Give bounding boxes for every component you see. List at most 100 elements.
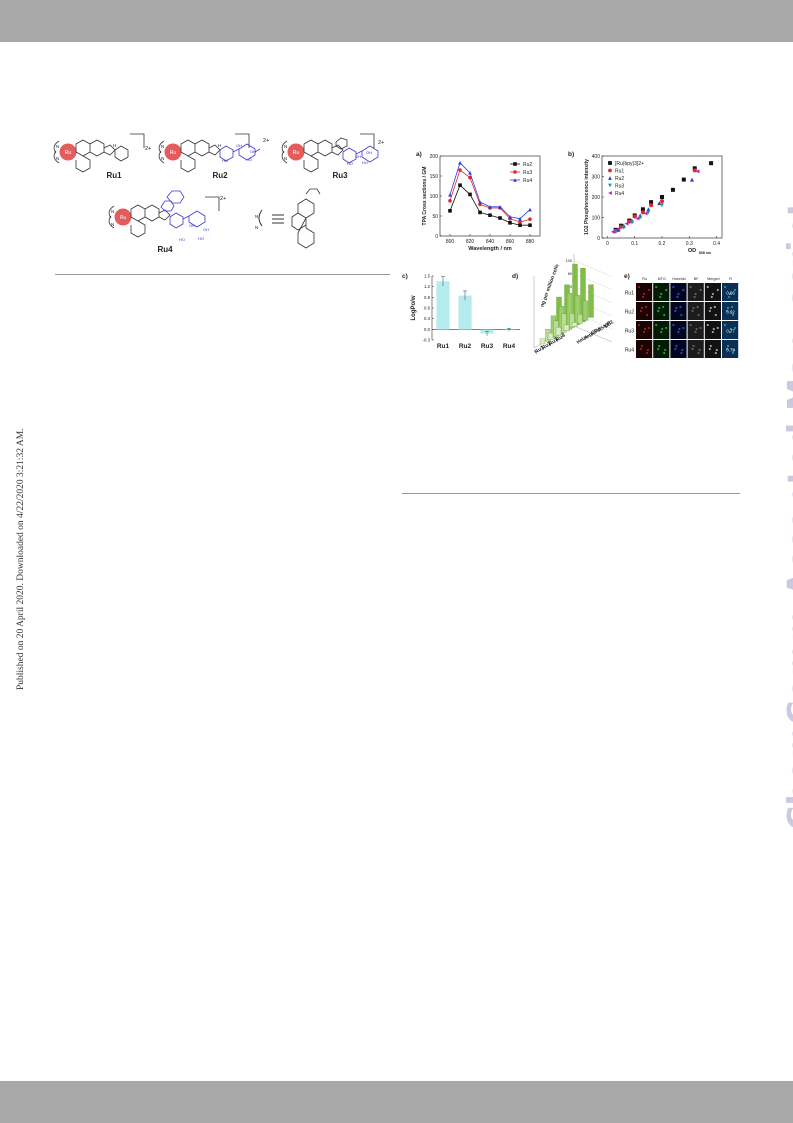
data-point-ru1 (640, 210, 645, 215)
y-tick-label: -0.3 (423, 338, 431, 343)
cell-signal (726, 344, 730, 348)
nitrogen-label: N (284, 156, 287, 161)
y-axis-label: 1O2 Phosphorescence intensity (584, 159, 590, 235)
cell-signal (639, 309, 643, 313)
legend-label: Ru1 (615, 169, 624, 175)
cell-signal (692, 344, 695, 348)
cell-signal (660, 292, 663, 296)
micrograph-cell (722, 340, 739, 358)
cell-signal (727, 295, 731, 299)
y-tick-label: 0.9 (424, 295, 431, 300)
cell-signal (694, 330, 697, 334)
cell-signal (698, 348, 701, 352)
data-point-ru2 (478, 210, 482, 215)
cell-signal (661, 327, 664, 331)
cell-signal (712, 327, 715, 331)
cell-signal (680, 351, 683, 355)
cell-signal (699, 326, 702, 330)
micrograph-cell (636, 283, 653, 301)
data-point-rubpy32 (681, 177, 686, 182)
z-tick-label: 60 (568, 285, 572, 289)
legend-label: Ru2 (615, 176, 624, 182)
data-point-ru3 (630, 220, 634, 225)
category-label-ru4: Ru4 (555, 332, 568, 343)
hydroxyl-label: HO (347, 161, 353, 166)
metal-label: Ru (120, 215, 127, 221)
column-header-bf: BF (694, 277, 699, 281)
category-label-ru3: Ru3 (548, 337, 560, 348)
panel-label: c) (402, 273, 408, 280)
micrograph-cell (687, 283, 704, 301)
bar-ru4-a549r (580, 267, 586, 322)
bar-ru1-hela (539, 338, 546, 345)
data-point-rubpy32 (709, 161, 714, 166)
category-label-ru1: Ru1 (534, 345, 546, 356)
cell-signal (642, 292, 646, 296)
legend-marker (608, 161, 612, 165)
y-tick-label: 100 (430, 194, 439, 200)
cell-signal (675, 344, 678, 348)
x-tick-label: 800 (446, 239, 455, 245)
bar-ru2-a549 (561, 313, 567, 333)
nitrogen-label: N (56, 156, 59, 161)
x-tick-label: 0 (606, 241, 609, 247)
compound-label-ru2: Ru2 (212, 171, 228, 180)
legend-label: Ru3 (615, 184, 624, 190)
data-point-ru3 (621, 225, 626, 230)
cell-signal (725, 347, 729, 351)
charge-label: 2+ (263, 138, 269, 144)
data-point-ru4 (448, 193, 452, 197)
category-label-ru1: Ru1 (437, 343, 450, 350)
category-label-ru2: Ru2 (459, 343, 472, 350)
row-label-ru2: Ru2 (625, 310, 634, 316)
micrograph-cell (670, 283, 687, 301)
x-tick-label: 0.3 (686, 241, 693, 247)
cell-signal (728, 330, 732, 334)
legend-label-ru2: Ru2 (523, 162, 532, 168)
cell-signal (677, 292, 680, 296)
y-tick-label: 1.5 (424, 274, 431, 279)
bar-ru1-lo2 (571, 322, 578, 327)
legend-label: [Ru(bpy)3]2+ (615, 161, 644, 167)
group-label-hela: HeLa (576, 334, 589, 346)
cell-signal (695, 327, 698, 331)
cell-signal (663, 313, 666, 317)
metal-label: Ru (170, 150, 177, 156)
micrograph-cell (704, 302, 721, 320)
data-point-ru4 (624, 221, 629, 226)
cell-signal (664, 348, 667, 352)
legend-marker (513, 178, 517, 182)
scheme-rule (55, 274, 390, 275)
metal-label: Ru (293, 150, 300, 156)
micrograph-cell (636, 302, 653, 320)
cell-signal (725, 309, 729, 313)
data-point-ru2 (488, 213, 492, 217)
bar-ru2 (458, 295, 472, 330)
data-point-ru3 (660, 203, 664, 208)
x-tick-label: 860 (506, 239, 515, 245)
group-label-a549: A549 (590, 326, 603, 338)
micrograph-cell (704, 283, 721, 301)
cell-signal (644, 305, 648, 309)
data-point-ru4 (695, 169, 700, 174)
hydroxyl-label: OH (203, 227, 209, 232)
micrograph-cell (687, 302, 704, 320)
data-point-rubpy32 (692, 166, 697, 171)
cell-signal (723, 285, 727, 289)
cell-signal (699, 288, 702, 292)
data-point-ru3 (468, 175, 472, 180)
cell-signal (709, 306, 712, 310)
data-point-ru4 (458, 161, 462, 165)
cell-signal (640, 306, 644, 310)
compound-label-ru1: Ru1 (106, 171, 122, 180)
data-point-ru3 (448, 199, 452, 203)
cell-signal (643, 327, 647, 331)
cell-signal (710, 295, 713, 299)
cell-signal (714, 351, 717, 355)
row-label-ru4: Ru4 (625, 348, 634, 354)
cell-signal (697, 351, 700, 355)
cell-signal (659, 295, 662, 299)
cell-signal (696, 305, 699, 309)
cell-signal (732, 348, 736, 352)
